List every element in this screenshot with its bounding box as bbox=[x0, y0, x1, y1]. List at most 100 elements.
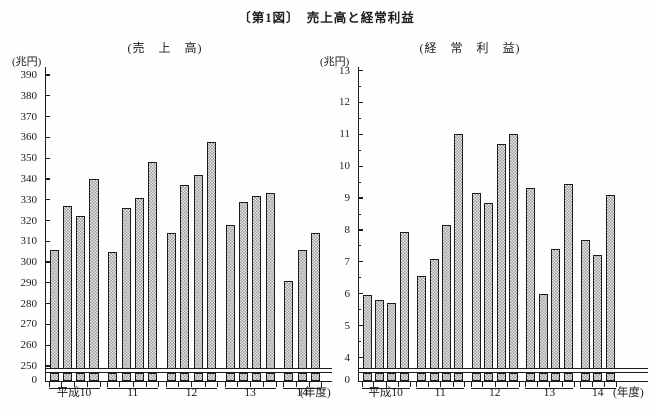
group-bracket-tick bbox=[518, 382, 520, 388]
y-tick bbox=[358, 261, 363, 263]
y-tick bbox=[45, 178, 50, 180]
bar-stub bbox=[297, 372, 307, 381]
bar bbox=[297, 249, 307, 370]
group-bracket bbox=[283, 387, 322, 389]
bar bbox=[387, 303, 397, 370]
y-tick-label: 360 bbox=[20, 131, 38, 144]
group-bracket-tick bbox=[440, 382, 442, 388]
bar bbox=[225, 224, 235, 370]
group-bracket-tick bbox=[283, 382, 285, 388]
y-minor-tick bbox=[358, 117, 361, 119]
year-label: 11 bbox=[127, 387, 139, 399]
y-minor-tick bbox=[358, 277, 361, 279]
group-bracket-tick bbox=[191, 382, 193, 388]
x-axis bbox=[45, 380, 332, 382]
year-label: 13 bbox=[244, 387, 256, 399]
bar-stub bbox=[551, 372, 561, 381]
group-bracket-tick bbox=[361, 382, 363, 388]
y-tick bbox=[45, 240, 50, 242]
y-tick bbox=[45, 157, 50, 159]
bar bbox=[76, 216, 86, 370]
y-tick-label: 310 bbox=[20, 235, 38, 248]
bar bbox=[238, 201, 249, 370]
x-axis-unit-label: (年度) bbox=[300, 387, 331, 399]
y-tick-label: 260 bbox=[20, 339, 38, 352]
bar bbox=[551, 249, 561, 370]
group-bracket-tick bbox=[549, 382, 551, 388]
chart-subtitle: (売 上 高) bbox=[127, 41, 203, 55]
y-tick bbox=[358, 165, 363, 167]
y-tick bbox=[45, 261, 50, 263]
group-bracket-tick bbox=[250, 382, 252, 388]
y-tick bbox=[358, 69, 363, 72]
bar bbox=[496, 143, 506, 370]
bar-stub bbox=[399, 372, 409, 381]
bar bbox=[429, 258, 439, 370]
group-bracket-tick bbox=[615, 382, 617, 388]
y-tick bbox=[45, 303, 50, 305]
group-bracket bbox=[579, 387, 616, 389]
y-tick bbox=[45, 136, 50, 138]
group-bracket-tick bbox=[99, 382, 101, 388]
group-bracket-tick bbox=[132, 382, 134, 388]
bar-stub bbox=[134, 372, 144, 381]
group-bracket-tick bbox=[452, 382, 454, 388]
group-bracket-tick bbox=[427, 382, 429, 388]
y-tick bbox=[358, 229, 363, 231]
y-axis bbox=[358, 67, 360, 382]
bar bbox=[284, 280, 294, 370]
bar-stub bbox=[238, 372, 249, 381]
bar bbox=[180, 185, 190, 370]
y-tick-label: 380 bbox=[20, 89, 38, 102]
y-tick bbox=[45, 199, 50, 201]
group-bracket-tick bbox=[48, 382, 50, 388]
group-bracket-tick bbox=[263, 382, 265, 388]
x-axis-unit-label: (年度) bbox=[613, 387, 644, 399]
y-tick bbox=[358, 133, 363, 135]
bar-stub bbox=[225, 372, 235, 381]
y-tick-label: 350 bbox=[20, 152, 38, 165]
y-tick-label: 330 bbox=[20, 193, 38, 206]
bar bbox=[580, 239, 590, 370]
bar-stub bbox=[62, 372, 72, 381]
y-tick bbox=[358, 101, 363, 103]
y-tick bbox=[358, 197, 363, 199]
y-tick-label: 270 bbox=[20, 318, 38, 331]
y-minor-tick bbox=[358, 341, 361, 343]
y-minor-tick bbox=[358, 309, 361, 311]
group-bracket-tick bbox=[525, 382, 527, 388]
group-bracket-tick bbox=[74, 382, 76, 388]
y-tick-label: 280 bbox=[20, 297, 38, 310]
y-tick bbox=[45, 365, 50, 367]
bar bbox=[134, 197, 144, 370]
y-minor-tick bbox=[358, 245, 361, 247]
bar-stub bbox=[429, 372, 439, 381]
axis-break-lower-line bbox=[45, 371, 332, 373]
bar-stub bbox=[538, 372, 548, 381]
bar-stub bbox=[374, 372, 384, 381]
bar-stub bbox=[206, 372, 216, 381]
y-tick-label: 7 bbox=[344, 255, 351, 268]
bar bbox=[441, 225, 451, 370]
bar-stub bbox=[89, 372, 99, 381]
y-tick bbox=[45, 344, 50, 346]
y-tick-label: 9 bbox=[344, 192, 351, 205]
y-tick bbox=[358, 325, 363, 327]
bar-stub bbox=[121, 372, 131, 381]
bar-stub bbox=[284, 372, 294, 381]
axis-break-lower-line bbox=[358, 371, 648, 373]
y-tick-label: 340 bbox=[20, 172, 38, 185]
group-bracket-tick bbox=[573, 382, 575, 388]
group-bracket-tick bbox=[107, 382, 109, 388]
y-axis-unit-label: (兆円) bbox=[12, 56, 42, 68]
group-bracket-tick bbox=[398, 382, 399, 388]
bar bbox=[563, 183, 573, 370]
group-bracket-tick bbox=[385, 382, 387, 388]
bar bbox=[362, 295, 372, 370]
bar-stub bbox=[180, 372, 190, 381]
year-label: 11 bbox=[434, 387, 446, 399]
y-tick bbox=[45, 323, 50, 326]
group-bracket bbox=[107, 387, 159, 389]
y-tick-label: 10 bbox=[339, 160, 350, 173]
y-minor-tick bbox=[358, 213, 361, 215]
